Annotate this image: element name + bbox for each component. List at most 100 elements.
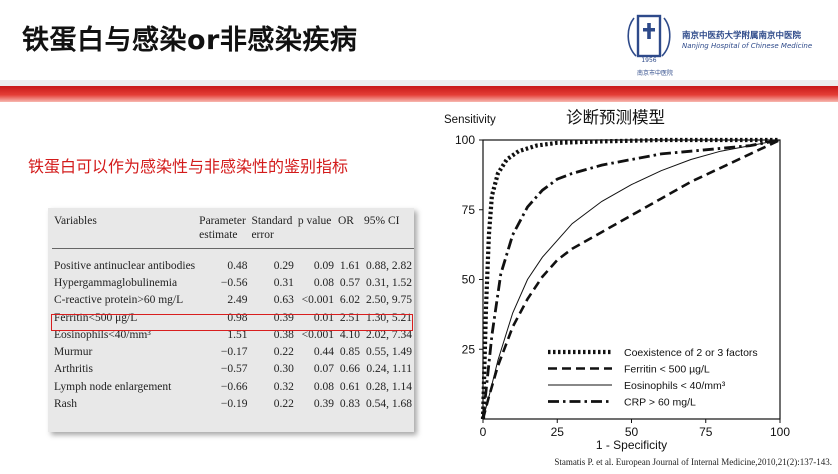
cell-p-value: 0.08 xyxy=(313,276,334,289)
cell-variable: Murmur xyxy=(54,346,93,359)
y-tick-label: 75 xyxy=(462,203,476,217)
header-p-value: p value xyxy=(295,212,336,249)
cell-std-error: 0.30 xyxy=(273,363,294,376)
cell-std-error: 0.22 xyxy=(273,398,294,411)
series-line-3 xyxy=(481,138,781,420)
header-band-light xyxy=(0,80,838,86)
cell-std-error: 0.31 xyxy=(273,276,294,289)
table-row: Lymph node enlargement −0.66 0.32 0.08 0… xyxy=(52,378,414,395)
cell-estimate: −0.56 xyxy=(220,276,248,289)
x-tick-label: 100 xyxy=(770,425,790,439)
x-tick-label: 25 xyxy=(551,425,565,439)
slide-subtitle: 铁蛋白可以作为感染性与非感染性的鉴别指标 xyxy=(28,157,349,176)
y-tick-label: 100 xyxy=(455,133,475,147)
cell-std-error: 0.22 xyxy=(273,346,294,359)
variables-table-panel: Variables Parameter estimate Standard er… xyxy=(48,208,414,432)
cell-or: 0.61 xyxy=(339,380,360,393)
cell-p-value: 0.08 xyxy=(313,380,334,393)
series-line-1 xyxy=(481,138,781,420)
hospital-emblem-icon: 1956 xyxy=(627,14,671,64)
cell-ci: 0.24, 1.11 xyxy=(366,363,412,376)
cell-or: 0.57 xyxy=(339,276,360,289)
series-line-0 xyxy=(480,137,780,420)
cell-ci: 2.02, 7.34 xyxy=(366,328,412,341)
cell-estimate: 2.49 xyxy=(227,294,248,307)
chart-series xyxy=(480,137,781,420)
header-95ci: 95% CI xyxy=(362,212,414,249)
header-parameter-estimate: Parameter estimate xyxy=(197,212,250,249)
cell-estimate: −0.19 xyxy=(220,398,248,411)
cell-std-error: 0.29 xyxy=(273,259,294,272)
chart-legend: Coexistence of 2 or 3 factors Ferritin < … xyxy=(548,347,758,409)
variables-table: Variables Parameter estimate Standard er… xyxy=(52,212,414,413)
cell-estimate: 1.51 xyxy=(227,328,248,341)
citation: Stamatis P. et al. European Journal of I… xyxy=(554,457,832,467)
logo-year: 1956 xyxy=(641,57,656,64)
cell-variable: Arthritis xyxy=(54,363,93,376)
cell-ci: 0.54, 1.68 xyxy=(366,398,412,411)
cell-variable: Eosinophils<40/mm³ xyxy=(54,328,151,341)
y-tick-label: 25 xyxy=(462,342,476,356)
cell-variable: C-reactive protein>60 mg/L xyxy=(54,294,184,307)
hospital-logo: 1956 南京中医药大学附属南京中医院 Nanjing Hospital of … xyxy=(620,10,834,80)
x-tick-label: 75 xyxy=(699,425,713,439)
table-row: Hypergammaglobulinemia −0.56 0.31 0.08 0… xyxy=(52,274,414,291)
cell-p-value: 0.07 xyxy=(313,363,334,376)
x-axis-label: 1 - Specificity xyxy=(596,438,667,452)
x-tick-label: 0 xyxy=(480,425,487,439)
series-line-2 xyxy=(482,139,781,420)
chart-axes: 0 25 50 75 100 25 50 75 100 xyxy=(455,133,790,439)
cell-ci: 0.31, 1.52 xyxy=(366,276,412,289)
y-axis-label: Sensitivity xyxy=(444,114,496,126)
cell-variable: Hypergammaglobulinemia xyxy=(54,276,178,289)
cell-p-value: <0.001 xyxy=(301,328,334,341)
legend-label-1: Ferritin < 500 µg/L xyxy=(624,364,710,376)
table-row: Arthritis −0.57 0.30 0.07 0.66 0.24, 1.1… xyxy=(52,361,414,378)
table-row: Eosinophils<40/mm³ 1.51 0.38 <0.001 4.10… xyxy=(52,326,414,343)
cell-estimate: 0.48 xyxy=(227,259,248,272)
cell-variable: Rash xyxy=(54,398,77,411)
cell-variable: Lymph node enlargement xyxy=(54,380,172,393)
cell-estimate: −0.66 xyxy=(220,380,248,393)
cell-or: 4.10 xyxy=(339,328,360,341)
x-tick-label: 50 xyxy=(625,425,639,439)
cell-std-error: 0.32 xyxy=(273,380,294,393)
table-header-row: Variables Parameter estimate Standard er… xyxy=(52,212,414,249)
cell-or: 0.85 xyxy=(339,346,360,359)
header-or: OR xyxy=(335,212,362,249)
slide-title: 铁蛋白与感染or非感染疾病 xyxy=(22,25,358,56)
table-row: Rash −0.19 0.22 0.39 0.83 0.54, 1.68 xyxy=(52,395,414,412)
roc-chart: 0 25 50 75 100 25 50 75 100 Coexistence of 2 or … xyxy=(444,114,790,452)
y-tick-label: 50 xyxy=(462,273,476,287)
logo-name-en: Nanjing Hospital of Chinese Medicine xyxy=(682,42,813,50)
cell-ci: 2.50, 9.75 xyxy=(366,294,412,307)
table-row: Murmur −0.17 0.22 0.44 0.85 0.55, 1.49 xyxy=(52,343,414,360)
cell-p-value: 0.39 xyxy=(313,398,334,411)
ferritin-row-highlight-box xyxy=(51,314,413,331)
legend-label-0: Coexistence of 2 or 3 factors xyxy=(624,347,758,359)
table-row: Positive antinuclear antibodies 0.48 0.2… xyxy=(52,249,414,275)
cell-variable: Positive antinuclear antibodies xyxy=(54,259,196,272)
cell-ci: 0.88, 2.82 xyxy=(366,259,412,272)
logo-seal-text: 南京市中医院 xyxy=(636,70,673,77)
logo-name-cn: 南京中医药大学附属南京中医院 xyxy=(682,31,802,41)
cell-p-value: 0.09 xyxy=(313,259,334,272)
cell-std-error: 0.38 xyxy=(273,328,294,341)
cell-std-error: 0.63 xyxy=(273,294,294,307)
chart-title: 诊断预测模型 xyxy=(566,108,665,127)
legend-label-2: Eosinophils < 40/mm³ xyxy=(624,380,726,392)
header-variables: Variables xyxy=(52,212,198,249)
cell-estimate: −0.57 xyxy=(220,363,248,376)
cell-or: 0.83 xyxy=(339,398,360,411)
cell-or: 6.02 xyxy=(339,294,360,307)
cell-p-value: <0.001 xyxy=(301,294,334,307)
cell-estimate: −0.17 xyxy=(220,346,248,359)
header-standard-error: Standard error xyxy=(249,212,296,249)
legend-label-3: CRP > 60 mg/L xyxy=(624,397,696,409)
table-row: C-reactive protein>60 mg/L 2.49 0.63 <0.… xyxy=(52,292,414,309)
cell-p-value: 0.44 xyxy=(313,346,334,359)
cell-ci: 0.55, 1.49 xyxy=(366,346,412,359)
cell-or: 1.61 xyxy=(339,259,360,272)
cell-ci: 0.28, 1.14 xyxy=(366,380,412,393)
header-band-red xyxy=(0,86,838,102)
